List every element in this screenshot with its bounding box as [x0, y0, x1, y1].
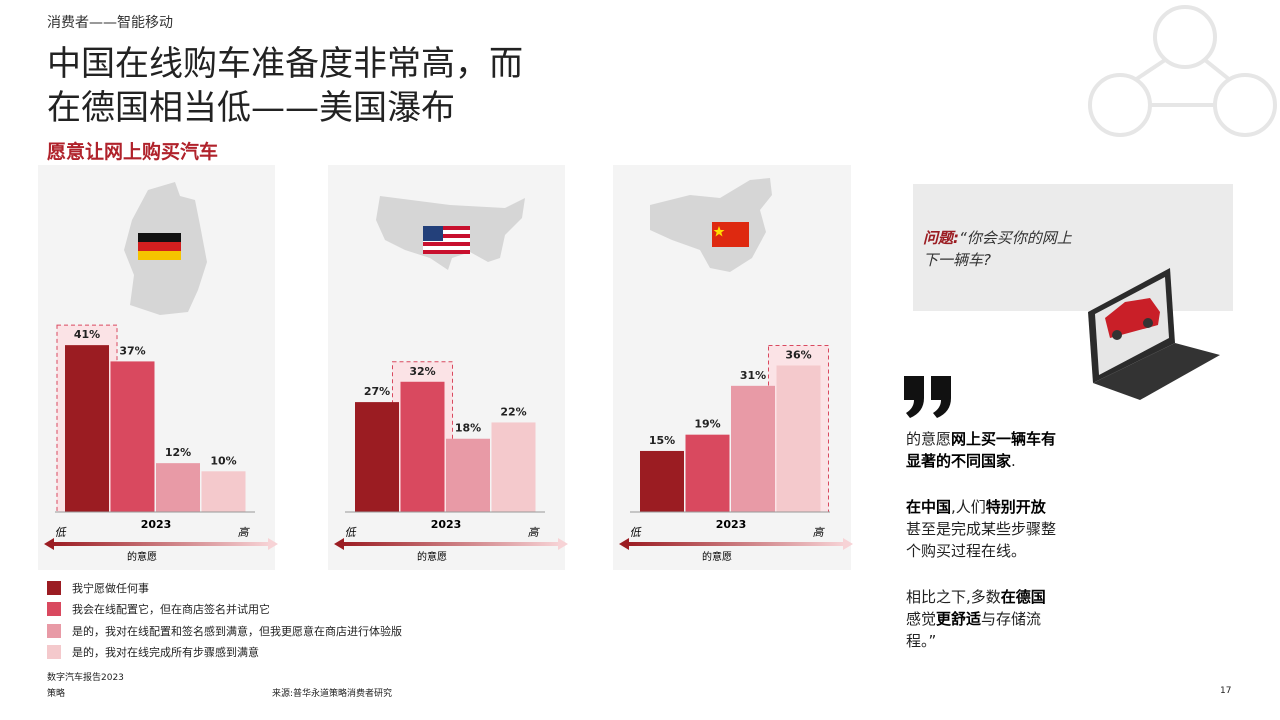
germany-flag	[138, 233, 181, 260]
value-label: 15%	[649, 434, 675, 447]
value-label: 32%	[409, 365, 435, 378]
usa-flag	[423, 226, 470, 254]
value-label: 10%	[210, 454, 236, 467]
legend-label: 是的，我对在线配置和签名感到满意，但我更愿意在商店进行体验版	[72, 624, 402, 638]
quote: 的意愿网上买一辆车有显著的不同国家. 在中国,人们特别开放甚至是完成某些步骤整个购…	[906, 428, 1058, 676]
question-text: “你会买你的网上下一辆车?	[923, 229, 1072, 269]
quote-segment: 更舒适	[936, 610, 982, 628]
bar	[65, 345, 109, 512]
quote-segment: 特别开放	[985, 498, 1046, 516]
scale-arrow-head	[843, 538, 853, 550]
quote-segment: 在中国	[906, 498, 952, 516]
title-line: 中国在线购车准备度非常高，而	[47, 44, 523, 84]
legend: 我宁愿做任何事我会在线配置它，但在商店签名并试用它是的，我对在线配置和签名感到满…	[47, 577, 402, 663]
value-label: 41%	[74, 328, 100, 341]
legend-entry: 我会在线配置它，但在商店签名并试用它	[47, 599, 402, 621]
bar	[400, 381, 445, 512]
quote-segment: ,人们	[951, 498, 986, 516]
quote-segment: 在德国	[1000, 588, 1046, 606]
low-label: 低	[630, 526, 643, 539]
quote-paragraph: 在中国,人们特别开放甚至是完成某些步骤整个购买过程在线。	[906, 496, 1058, 562]
scale-arrow	[627, 542, 845, 546]
footer-source: 来源:普华永道策略消费者研究	[272, 689, 393, 699]
low-label: 低	[345, 526, 358, 539]
legend-entry: 是的，我对在线配置和签名感到满意，但我更愿意在商店进行体验版	[47, 620, 402, 642]
quote-segment: 网上买一辆车有显著的不同国家	[906, 430, 1057, 470]
legend-entry: 是的，我对在线完成所有步骤感到满意	[47, 642, 402, 664]
value-label: 37%	[119, 344, 145, 357]
axis-label: 的意愿	[702, 550, 732, 563]
scale-arrow-head	[44, 538, 54, 550]
high-label: 高	[528, 526, 541, 539]
question-box	[913, 184, 1233, 311]
quote-segment: 的意愿	[906, 430, 952, 448]
bar	[446, 438, 490, 512]
footer-section: 策略	[47, 689, 66, 699]
question-label: 问题:	[923, 229, 959, 247]
legend-label: 我宁愿做任何事	[72, 581, 149, 595]
high-label: 高	[813, 526, 826, 539]
quote-segment: 甚至是完成某些步骤整个购买过程在线。	[906, 520, 1057, 560]
subtitle: 愿意让网上购买汽车	[47, 141, 219, 163]
bar	[731, 385, 775, 512]
value-label: 22%	[500, 405, 526, 418]
scale-arrow	[342, 542, 560, 546]
high-label: 高	[238, 526, 251, 539]
bar	[640, 450, 684, 512]
value-label: 36%	[785, 348, 811, 361]
value-label: 31%	[740, 369, 766, 382]
legend-swatch	[47, 623, 61, 638]
bar	[491, 422, 536, 512]
quote-segment: 相比之下,多数	[906, 588, 1001, 606]
china-map	[650, 178, 772, 272]
value-label: 27%	[364, 385, 390, 398]
question: 问题:“你会买你的网上下一辆车?	[923, 227, 1073, 271]
bar	[201, 471, 246, 512]
scale-arrow	[52, 542, 270, 546]
footer-report: 数字汽车报告2023	[47, 673, 124, 683]
axis-label: 的意愿	[127, 550, 157, 563]
china-flag	[712, 222, 749, 247]
x-label: 2023	[716, 518, 747, 531]
legend-swatch	[47, 645, 61, 660]
scale-arrow-head	[334, 538, 344, 550]
page-number: 17	[1220, 686, 1232, 696]
people-icon	[1088, 5, 1277, 137]
quote-paragraph: 的意愿网上买一辆车有显著的不同国家.	[906, 428, 1058, 472]
bar	[776, 365, 821, 512]
quote-segment: .	[1011, 452, 1016, 470]
bar	[156, 463, 200, 512]
legend-swatch	[47, 580, 61, 595]
quote-paragraph: 相比之下,多数在德国感觉更舒适与存储流程。”	[906, 586, 1058, 652]
x-label: 2023	[431, 518, 462, 531]
value-label: 18%	[455, 422, 481, 435]
value-label: 19%	[694, 418, 720, 431]
low-label: 低	[55, 526, 68, 539]
axis-label: 的意愿	[417, 550, 447, 563]
laptop-icon	[1088, 268, 1220, 400]
quote-mark	[904, 376, 951, 418]
scale-arrow-head	[268, 538, 278, 550]
title: 中国在线购车准备度非常高，而 在德国相当低——美国瀑布	[47, 42, 523, 130]
legend-entry: 我宁愿做任何事	[47, 577, 402, 599]
x-label: 2023	[141, 518, 172, 531]
legend-label: 我会在线配置它，但在商店签名并试用它	[72, 603, 270, 617]
title-line: 在德国相当低——美国瀑布	[47, 88, 455, 128]
bar	[685, 434, 730, 512]
scale-arrow-head	[558, 538, 568, 550]
quote-segment: 与存储流程。”	[906, 610, 1042, 650]
legend-swatch	[47, 602, 61, 617]
bar	[110, 361, 155, 512]
legend-label: 是的，我对在线完成所有步骤感到满意	[72, 646, 259, 660]
section-label: 消费者——智能移动	[47, 15, 173, 31]
scale-arrow-head	[619, 538, 629, 550]
value-label: 12%	[165, 446, 191, 459]
bar	[355, 402, 399, 512]
quote-segment: 感觉	[906, 610, 937, 628]
